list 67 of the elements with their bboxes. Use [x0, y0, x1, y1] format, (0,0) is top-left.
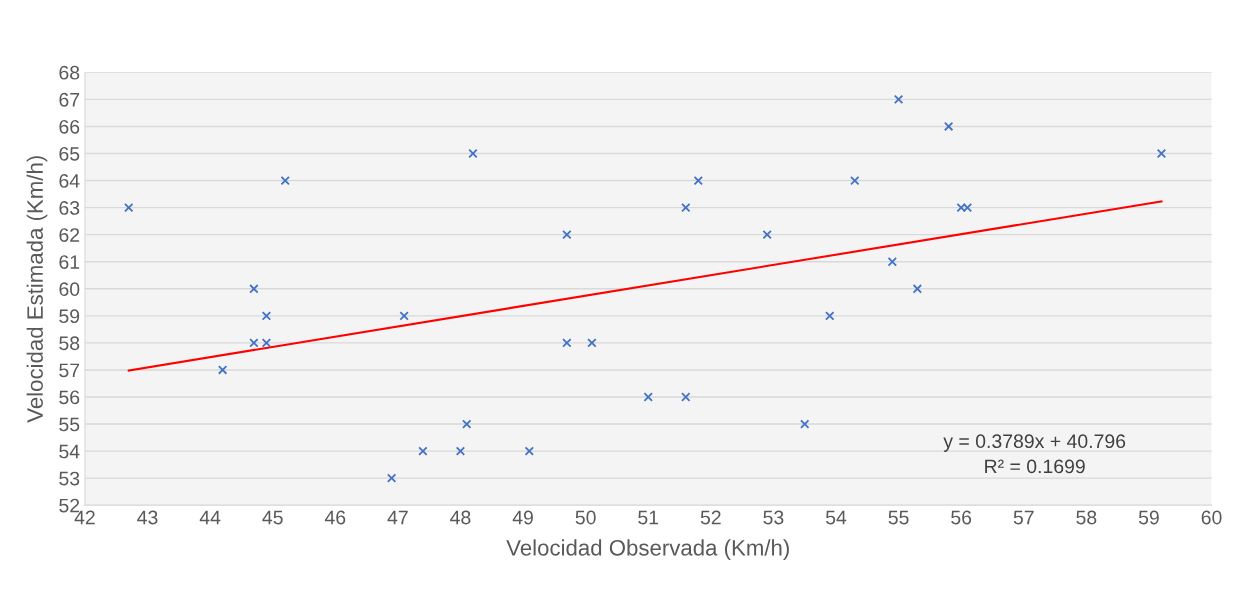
point — [643, 392, 653, 402]
point — [943, 121, 954, 132]
point — [249, 284, 259, 294]
y-tick-label: 65 — [59, 146, 80, 161]
y-tick-label: 54 — [59, 444, 80, 459]
y-tick-label: 53 — [59, 471, 80, 486]
x-tick-label: 45 — [262, 510, 283, 525]
y-tick-label: 59 — [59, 309, 80, 324]
point — [912, 284, 923, 294]
y-tick-label: 66 — [59, 119, 80, 134]
point — [850, 175, 860, 186]
y-tick-label: 60 — [59, 282, 80, 297]
x-tick-label: 49 — [512, 510, 533, 525]
x-tick-label: 59 — [1138, 510, 1159, 525]
point — [762, 229, 772, 240]
point — [468, 148, 478, 159]
point — [399, 311, 409, 321]
point — [887, 257, 898, 267]
x-tick-label: 50 — [575, 510, 596, 525]
x-tick-label: 43 — [137, 510, 158, 525]
x-tick-label: 44 — [199, 510, 221, 525]
x-tick-label: 46 — [324, 510, 346, 525]
point — [217, 365, 228, 375]
x-tick-label: 48 — [450, 510, 471, 525]
point — [386, 473, 397, 483]
y-tick-label: 63 — [59, 201, 80, 215]
y-tick-label: 61 — [59, 255, 80, 269]
point — [249, 338, 259, 348]
x-tick-label: 47 — [387, 510, 408, 525]
x-tick-label: 58 — [1076, 510, 1097, 525]
y-tick-label: 64 — [59, 174, 80, 188]
y-tick-label: 67 — [59, 92, 80, 107]
y-axis-title: Velocidad Estimada (Km/h) — [26, 156, 48, 423]
x-tick-label: 57 — [1013, 510, 1034, 525]
point — [693, 175, 704, 186]
x-tick-label: 55 — [888, 510, 909, 525]
x-tick-label: 60 — [1201, 510, 1222, 525]
y-tick-label: 58 — [59, 336, 80, 351]
point — [825, 311, 835, 321]
y-tick-label: 55 — [59, 417, 80, 432]
point — [587, 338, 597, 348]
y-tick-label: 56 — [59, 390, 80, 405]
x-tick-label: 54 — [825, 510, 847, 525]
point — [261, 311, 272, 321]
point — [893, 94, 904, 105]
point — [681, 202, 691, 213]
x-tick-label: 51 — [638, 510, 659, 525]
point — [562, 229, 572, 240]
point — [1156, 148, 1167, 159]
x-tick-label: 56 — [951, 510, 972, 525]
point — [562, 338, 572, 348]
x-tick-label: 52 — [700, 510, 721, 525]
y-tick-label: 62 — [59, 228, 80, 242]
point — [799, 419, 810, 429]
point — [455, 446, 466, 456]
annotation: y = 0.3789x + 40.796 R² = 0.1699 — [943, 434, 1126, 474]
point — [261, 338, 272, 348]
point — [124, 202, 134, 213]
point — [681, 392, 691, 402]
x-axis-title: Velocidad Observada (Km/h) — [506, 539, 789, 561]
point — [418, 446, 428, 456]
point — [280, 175, 290, 186]
y-tick-label: 68 — [59, 65, 80, 80]
y-tick-label: 57 — [59, 363, 80, 378]
x-tick-label: 53 — [763, 510, 784, 525]
point — [524, 446, 535, 456]
point — [462, 419, 472, 429]
